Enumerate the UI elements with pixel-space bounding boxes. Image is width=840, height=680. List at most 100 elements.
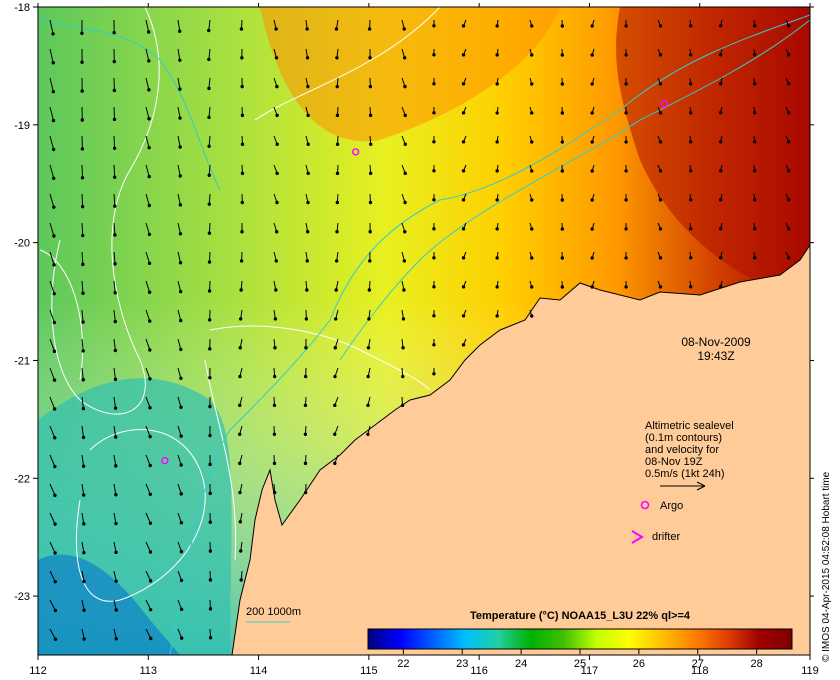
velocity-arrow xyxy=(81,396,84,409)
velocity-arrow-head xyxy=(303,461,308,466)
velocity-arrow-head xyxy=(590,24,594,28)
velocity-arrow-head xyxy=(304,346,308,350)
velocity-arrow-head xyxy=(208,607,213,611)
velocity-arrow-head xyxy=(147,290,152,294)
velocity-arrow-head xyxy=(82,608,86,612)
velocity-arrow-head xyxy=(495,314,499,318)
velocity-arrow-head xyxy=(52,234,56,238)
velocity-arrow-head xyxy=(80,60,84,64)
velocity-arrow-head xyxy=(530,53,534,57)
velocity-arrow-head xyxy=(207,318,212,322)
velocity-arrow-head xyxy=(786,227,791,231)
argo-legend-label: Argo xyxy=(660,500,683,512)
velocity-arrow-head xyxy=(658,169,663,173)
velocity-arrow-head xyxy=(402,259,407,263)
velocity-arrow-head xyxy=(80,204,85,209)
velocity-arrow-head xyxy=(112,117,117,122)
velocity-arrow-head xyxy=(81,320,85,324)
velocity-arrow xyxy=(49,77,54,92)
velocity-arrow-head xyxy=(718,285,723,289)
velocity-arrow-head xyxy=(658,198,663,202)
velocity-arrow-head xyxy=(753,256,757,260)
velocity-arrow xyxy=(113,570,117,582)
velocity-arrow xyxy=(113,280,116,293)
velocity-arrow xyxy=(145,396,151,408)
velocity-arrow xyxy=(113,338,116,351)
velocity-arrow xyxy=(113,193,116,207)
velocity-arrow-head xyxy=(178,232,183,236)
velocity-arrow-head xyxy=(113,262,117,266)
velocity-arrow-head xyxy=(272,461,277,466)
map-frame xyxy=(37,6,811,656)
lat-tick-label: -21 xyxy=(14,355,30,367)
velocity-arrow xyxy=(145,425,151,437)
argo-legend-icon xyxy=(640,500,650,510)
velocity-arrow xyxy=(113,135,116,149)
velocity-arrow-head xyxy=(238,520,243,524)
velocity-arrow-head xyxy=(432,343,436,347)
velocity-arrow xyxy=(113,425,117,438)
velocity-arrow-head xyxy=(786,198,791,202)
velocity-arrow-head xyxy=(718,140,723,144)
velocity-arrow-head xyxy=(178,116,182,120)
velocity-arrow xyxy=(145,628,152,639)
velocity-legend-line: 08-Nov 19Z xyxy=(645,456,703,468)
velocity-arrow xyxy=(113,454,117,466)
velocity-arrow-head xyxy=(786,169,791,173)
velocity-arrow xyxy=(81,570,85,582)
velocity-arrow-head xyxy=(624,140,628,144)
velocity-arrow-head xyxy=(495,82,499,86)
velocity-arrow-head xyxy=(403,230,407,234)
velocity-arrow xyxy=(113,396,117,409)
velocity-arrow xyxy=(113,512,117,524)
velocity-arrow-head xyxy=(207,86,211,91)
velocity-arrow-head xyxy=(179,607,184,611)
velocity-arrow-head xyxy=(403,171,407,176)
velocity-arrow xyxy=(208,193,211,205)
velocity-arrow-head xyxy=(82,550,86,555)
velocity-arrow-head xyxy=(81,406,86,411)
velocity-arrow-head xyxy=(432,227,436,231)
velocity-arrow-head xyxy=(114,608,118,612)
velocity-arrow-head xyxy=(403,113,407,118)
lon-tick-label: 115 xyxy=(360,665,378,677)
velocity-arrow-head xyxy=(560,140,565,144)
velocity-arrow xyxy=(145,251,151,264)
velocity-arrow-head xyxy=(366,432,370,436)
velocity-arrow-head xyxy=(560,82,565,86)
velocity-arrow-head xyxy=(148,521,153,525)
velocity-arrow-head xyxy=(334,288,338,292)
velocity-arrow-head xyxy=(207,260,212,264)
velocity-arrow-head xyxy=(624,169,628,173)
velocity-arrow-head xyxy=(113,435,118,439)
lat-tick-label: -22 xyxy=(14,473,30,485)
velocity-arrow-head xyxy=(461,111,466,115)
velocity-arrow-head xyxy=(335,230,339,234)
velocity-arrow-head xyxy=(461,256,466,260)
argo-float-marker xyxy=(161,456,169,465)
velocity-arrow-head xyxy=(53,608,58,613)
bathymetry-legend-label: 200 1000m xyxy=(246,606,301,618)
velocity-arrow-head xyxy=(718,82,723,86)
velocity-arrow-head xyxy=(179,521,184,525)
bathymetry-contours xyxy=(39,14,810,655)
velocity-arrow-head xyxy=(148,463,152,468)
velocity-arrow xyxy=(113,251,116,264)
velocity-arrow-head xyxy=(335,142,340,146)
velocity-arrow xyxy=(208,135,211,147)
velocity-arrow-head xyxy=(530,169,534,173)
velocity-arrow-head xyxy=(718,198,723,202)
velocity-arrow xyxy=(49,396,56,410)
argo-float-marker xyxy=(660,99,669,108)
velocity-arrow-head xyxy=(272,403,277,408)
velocity-arrow xyxy=(145,599,152,610)
velocity-arrow xyxy=(177,77,181,90)
velocity-arrow-head xyxy=(590,111,594,115)
velocity-legend-line: and velocity for xyxy=(645,444,719,456)
velocity-arrow-head xyxy=(80,176,85,180)
velocity-arrow-head xyxy=(718,111,723,115)
velocity-arrow-head xyxy=(207,115,211,120)
velocity-arrow-head xyxy=(624,227,628,231)
velocity-legend: Altimetric sealevel(0.1m contours)and ve… xyxy=(645,420,734,480)
lon-tick-label: 118 xyxy=(691,665,709,677)
